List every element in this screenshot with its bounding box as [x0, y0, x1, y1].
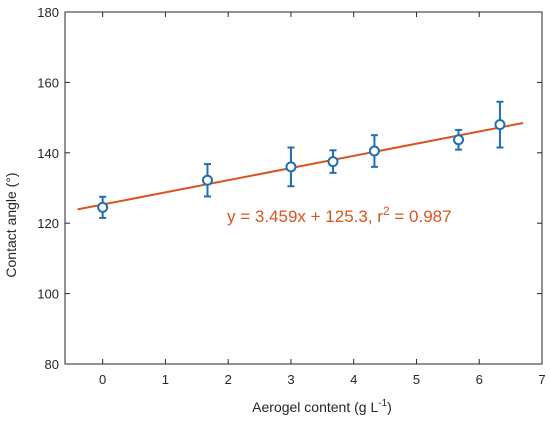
x-tick-label: 1 — [162, 372, 169, 387]
axes — [64, 11, 543, 365]
x-axis-label-main: Aerogel content (g L — [252, 399, 378, 415]
ticks: 0 1 2 3 4 5 6 7 80 100 120 140 160 180 — [37, 5, 545, 387]
x-tick-label: 2 — [225, 372, 232, 387]
data-point — [285, 146, 297, 188]
labels: Contact angle (°) Aerogel content (g L-1… — [3, 172, 452, 415]
y-axis-label: Contact angle (°) — [3, 172, 19, 277]
x-tick-label: 0 — [99, 372, 106, 387]
data-point — [368, 134, 380, 168]
x-tick-label: 4 — [350, 372, 357, 387]
x-tick-label: 3 — [287, 372, 294, 387]
x-axis-label-suffix: ) — [387, 399, 392, 415]
fit-equation-annotation: y = 3.459x + 125.3, r2 = 0.987 — [227, 204, 452, 226]
y-tick-label: 80 — [45, 357, 59, 372]
data-point — [97, 195, 109, 219]
x-tick-label: 6 — [476, 372, 483, 387]
data-marker — [285, 161, 297, 173]
fit-equation-r-value: = 0.987 — [390, 207, 452, 226]
fit-equation-superscript: 2 — [383, 204, 390, 218]
data-marker — [453, 134, 465, 146]
data-marker — [494, 119, 506, 131]
data-marker — [201, 174, 213, 186]
fit-equation-main: y = 3.459x + 125.3, r — [227, 207, 383, 226]
data-point — [494, 100, 506, 149]
fit-line-group — [77, 121, 524, 211]
x-tick-label: 7 — [538, 372, 545, 387]
y-tick-label: 100 — [37, 287, 59, 302]
y-tick-label: 120 — [37, 216, 59, 231]
data-points — [97, 100, 506, 219]
fit-line — [77, 121, 524, 211]
data-marker — [327, 156, 339, 168]
data-point — [327, 149, 339, 174]
data-point — [453, 128, 465, 151]
x-tick-label: 5 — [413, 372, 420, 387]
x-axis-label: Aerogel content (g L-1) — [252, 398, 392, 415]
plot-frame — [64, 11, 543, 365]
data-point — [201, 163, 213, 198]
data-marker — [97, 201, 109, 213]
y-tick-label: 180 — [37, 5, 59, 20]
data-marker — [368, 145, 380, 157]
y-tick-label: 140 — [37, 146, 59, 161]
x-axis-label-superscript: -1 — [378, 398, 387, 409]
y-tick-label: 160 — [37, 75, 59, 90]
